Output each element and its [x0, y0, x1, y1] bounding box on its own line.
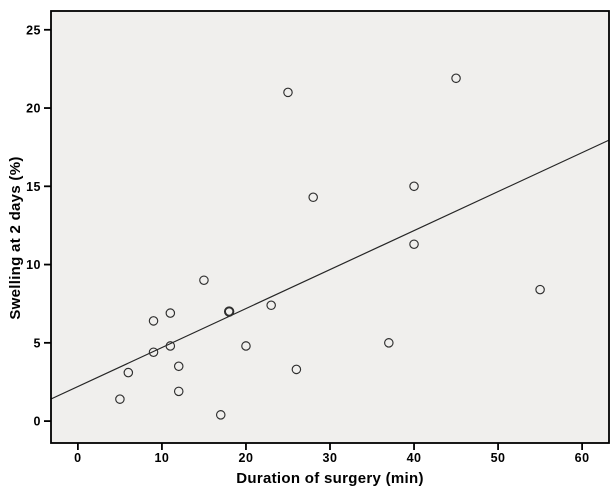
y-tick-label: 20 — [26, 102, 41, 116]
data-point-marker — [283, 87, 293, 98]
data-points-group — [115, 73, 545, 420]
plot-area — [51, 11, 609, 443]
data-point-marker — [535, 284, 545, 295]
data-point-marker — [148, 347, 159, 357]
data-point-marker — [115, 394, 125, 404]
x-axis-title: Duration of surgery (min) — [236, 470, 424, 487]
data-point-marker — [123, 367, 134, 378]
data-point-marker — [384, 338, 394, 348]
data-point-marker — [409, 181, 419, 192]
data-point-marker — [165, 308, 176, 318]
y-tick-label: 0 — [34, 415, 41, 429]
x-tick-label: 50 — [491, 451, 506, 465]
y-tick-label: 25 — [26, 23, 41, 37]
data-point-marker — [409, 239, 419, 249]
data-point-marker — [173, 361, 184, 372]
data-point-marker — [215, 410, 226, 420]
data-point-marker — [199, 275, 209, 285]
regression-line — [50, 139, 610, 400]
x-tick-label: 30 — [323, 451, 338, 465]
x-tick-label: 10 — [154, 451, 169, 465]
x-tick-label: 0 — [74, 451, 81, 465]
y-tick-label: 10 — [26, 258, 41, 272]
plot-frame — [50, 10, 610, 444]
data-point-marker — [266, 300, 276, 311]
data-point-marker — [291, 364, 302, 375]
data-point-marker — [165, 341, 176, 351]
x-tick-label: 20 — [239, 451, 254, 465]
trend-line-group — [50, 139, 610, 400]
data-point-marker — [308, 192, 318, 203]
y-tick-label: 15 — [26, 180, 41, 194]
data-point-marker — [148, 316, 159, 326]
y-tick-label: 5 — [34, 336, 41, 350]
x-tick-label: 40 — [407, 451, 422, 465]
data-point-marker — [223, 306, 235, 317]
y-axis: 0 5 10 15 20 25 — [26, 23, 51, 429]
x-tick-label: 60 — [575, 451, 590, 465]
y-axis-title: Swelling at 2 days (%) — [7, 156, 24, 319]
data-point-marker — [241, 341, 251, 351]
data-point-marker — [173, 386, 184, 397]
x-axis: 0 10 20 30 40 50 60 — [74, 443, 589, 465]
data-point-marker — [451, 73, 461, 84]
